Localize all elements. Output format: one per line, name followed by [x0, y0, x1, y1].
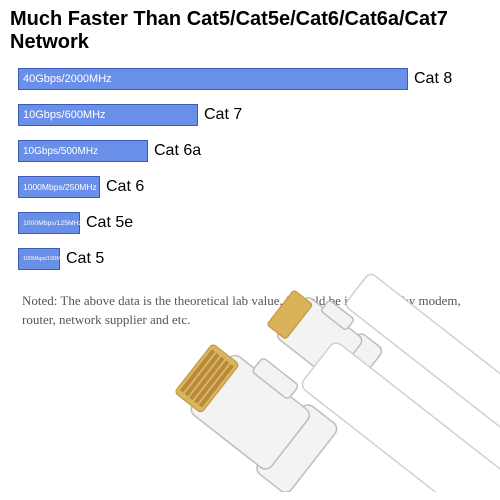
speed-bar: 10Gbps/500MHz [18, 140, 148, 162]
bar-category-label: Cat 6a [154, 142, 201, 160]
bar-category-label: Cat 5e [86, 214, 133, 232]
speed-bar: 40Gbps/2000MHz [18, 68, 408, 90]
speed-bar: 100Mbps/100MHz [18, 248, 60, 270]
bar-row: 10Gbps/600MHz Cat 7 [18, 104, 500, 126]
bar-row: 40Gbps/2000MHz Cat 8 [18, 68, 500, 90]
bar-row: 1000Mbps/250MHz Cat 6 [18, 176, 500, 198]
speed-bar: 1000Mbps/125MHz [18, 212, 80, 234]
bar-row: 1000Mbps/125MHz Cat 5e [18, 212, 500, 234]
page-title: Much Faster Than Cat5/Cat5e/Cat6/Cat6a/C… [0, 0, 500, 68]
speed-bar: 1000Mbps/250MHz [18, 176, 100, 198]
bar-row: 10Gbps/500MHz Cat 6a [18, 140, 500, 162]
bar-category-label: Cat 8 [414, 70, 452, 88]
speed-bar: 10Gbps/600MHz [18, 104, 198, 126]
speed-bar-chart: 40Gbps/2000MHzCat 810Gbps/600MHzCat 710G… [0, 68, 500, 270]
disclaimer-note: Noted: The above data is the theoretical… [0, 284, 500, 330]
bar-category-label: Cat 7 [204, 106, 242, 124]
bar-row: 100Mbps/100MHz Cat 5 [18, 248, 500, 270]
bar-category-label: Cat 6 [106, 178, 144, 196]
bar-category-label: Cat 5 [66, 250, 104, 268]
